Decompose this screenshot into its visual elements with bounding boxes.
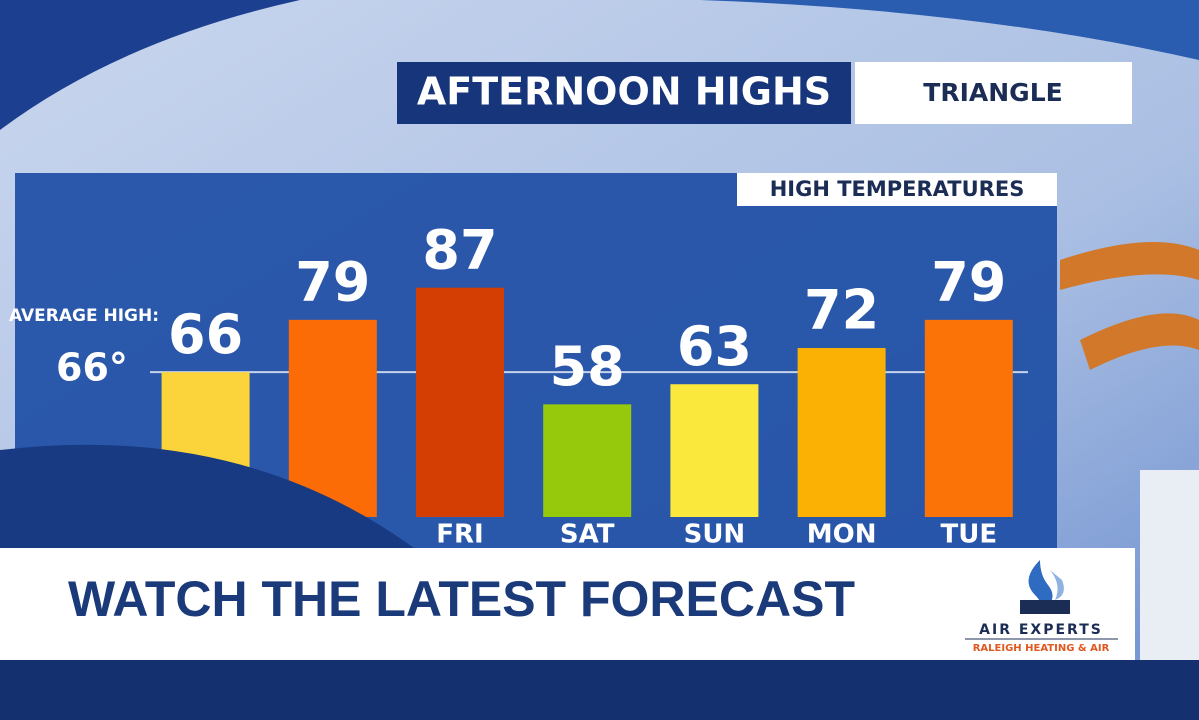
chart-title-tab xyxy=(737,173,1057,206)
location: TRIANGLE xyxy=(923,78,1062,107)
logo-grill xyxy=(1020,600,1070,614)
x-tick-label: SAT xyxy=(560,520,615,550)
location-box xyxy=(855,62,1132,124)
sponsor-tagline: RALEIGH HEATING & AIR xyxy=(973,643,1110,654)
bar xyxy=(670,384,759,517)
banner-text[interactable]: WATCH THE LATEST FORECAST xyxy=(68,571,855,627)
sponsor-name: AIR EXPERTS xyxy=(979,622,1103,638)
x-tick-label: TUE xyxy=(940,520,997,550)
average-value: 66° xyxy=(56,346,128,390)
bar xyxy=(288,319,377,517)
banner xyxy=(0,548,1135,660)
x-tick-label: FRI xyxy=(436,520,483,550)
corner-swoosh xyxy=(0,0,300,130)
value-label: 63 xyxy=(677,315,752,378)
bar xyxy=(924,319,1013,517)
bar xyxy=(543,404,632,517)
x-tick-label: SUN xyxy=(684,520,746,550)
bar xyxy=(416,287,504,517)
value-label: 72 xyxy=(804,279,879,342)
value-label: 58 xyxy=(550,335,625,398)
chart-title: HIGH TEMPERATURES xyxy=(770,177,1025,201)
corner-swoosh xyxy=(700,0,1199,60)
value-label: 66 xyxy=(168,303,243,366)
coaster-track xyxy=(1060,242,1199,370)
logo-flame xyxy=(1050,570,1064,600)
value-label: 79 xyxy=(931,250,1006,313)
bar xyxy=(797,348,886,517)
panel-swoosh xyxy=(0,444,430,560)
title: AFTERNOON HIGHS xyxy=(417,70,831,114)
sponsor-logo: AIR EXPERTS RALEIGH HEATING & AIR xyxy=(965,560,1118,654)
title-box xyxy=(397,62,851,124)
x-tick-label: MON xyxy=(807,520,877,550)
average-label: AVERAGE HIGH: xyxy=(9,306,159,326)
value-label: 87 xyxy=(422,218,497,281)
value-label: 79 xyxy=(295,250,370,313)
logo-flame xyxy=(1028,560,1053,612)
bottom-strip xyxy=(0,660,1199,720)
